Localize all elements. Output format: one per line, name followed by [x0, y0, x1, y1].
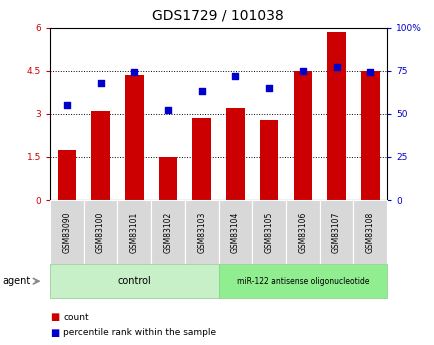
Text: GSM83108: GSM83108	[365, 211, 374, 253]
Bar	[57, 150, 76, 200]
Text: GSM83100: GSM83100	[96, 211, 105, 253]
Bar	[293, 71, 312, 200]
Text: GDS1729 / 101038: GDS1729 / 101038	[151, 9, 283, 23]
Point	[332, 65, 339, 70]
Text: GSM83105: GSM83105	[264, 211, 273, 253]
Point	[299, 68, 306, 73]
Text: GSM83101: GSM83101	[129, 211, 138, 253]
Text: agent: agent	[2, 276, 30, 286]
Bar	[125, 75, 143, 200]
Bar	[226, 108, 244, 200]
Text: ■: ■	[50, 328, 59, 338]
Point	[131, 70, 138, 75]
Text: GSM83107: GSM83107	[331, 211, 340, 253]
Point	[231, 73, 238, 79]
Bar	[192, 118, 210, 200]
Text: GSM83106: GSM83106	[298, 211, 307, 253]
Bar	[326, 32, 345, 200]
Text: count: count	[63, 313, 89, 322]
Point	[63, 102, 70, 108]
Text: ■: ■	[50, 313, 59, 322]
Bar	[158, 157, 177, 200]
Bar	[360, 71, 379, 200]
Text: GSM83104: GSM83104	[230, 211, 240, 253]
Point	[164, 108, 171, 113]
Text: GSM83103: GSM83103	[197, 211, 206, 253]
Text: GSM83090: GSM83090	[62, 211, 71, 253]
Point	[265, 85, 272, 91]
Bar	[259, 120, 278, 200]
Point	[97, 80, 104, 86]
Text: percentile rank within the sample: percentile rank within the sample	[63, 328, 216, 337]
Text: control: control	[117, 276, 151, 286]
Text: miR-122 antisense oligonucleotide: miR-122 antisense oligonucleotide	[236, 277, 368, 286]
Point	[366, 70, 373, 75]
Text: GSM83102: GSM83102	[163, 211, 172, 253]
Bar	[91, 111, 110, 200]
Point	[198, 89, 205, 94]
